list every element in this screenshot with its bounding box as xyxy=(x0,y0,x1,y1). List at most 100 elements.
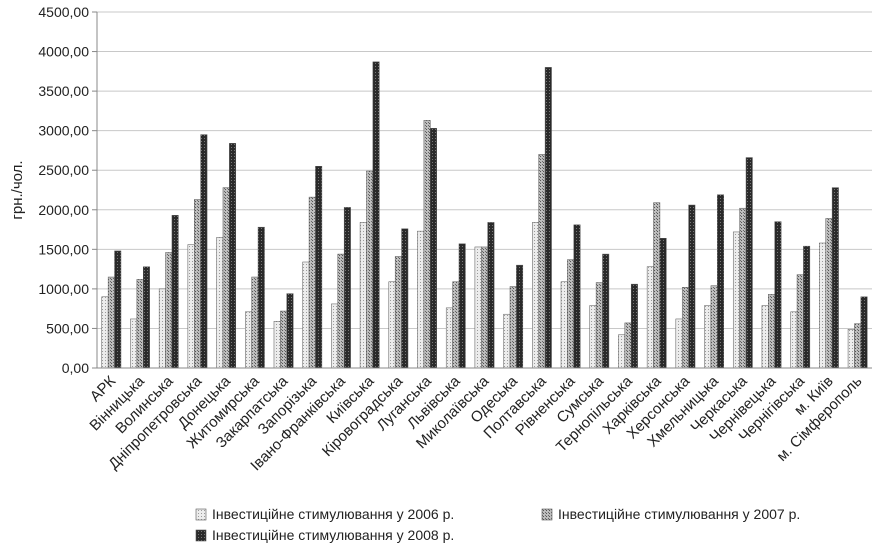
bar xyxy=(659,238,667,369)
bar xyxy=(675,318,683,369)
bar xyxy=(114,250,122,369)
bar xyxy=(503,313,511,369)
bar xyxy=(538,154,546,369)
bar xyxy=(544,67,552,369)
bar xyxy=(847,328,855,369)
bar xyxy=(337,253,345,369)
bar xyxy=(589,305,597,369)
bar xyxy=(194,199,201,369)
bar xyxy=(200,134,208,369)
bar xyxy=(602,253,610,369)
bar xyxy=(516,264,524,369)
y-tick-label: 0,00 xyxy=(62,360,89,376)
bar xyxy=(216,237,224,369)
bar xyxy=(745,157,753,369)
bar xyxy=(222,187,230,369)
bar xyxy=(302,261,310,369)
bar xyxy=(681,287,689,369)
bar xyxy=(532,222,539,369)
legend: Інвестиційне стимулювання у 2006 р. Інвес… xyxy=(195,506,800,543)
bar xyxy=(710,285,718,369)
legend-label: Інвестиційне стимулювання у 2006 р. xyxy=(212,506,454,522)
bar xyxy=(130,318,138,369)
bar xyxy=(372,61,380,369)
axes xyxy=(96,12,872,369)
y-tick-label: 2000,00 xyxy=(38,202,89,218)
bar xyxy=(388,281,396,369)
bar xyxy=(704,305,712,369)
y-tick-label: 500,00 xyxy=(46,320,89,336)
bar xyxy=(366,170,374,369)
bar xyxy=(251,276,259,369)
bar xyxy=(245,311,252,369)
bar xyxy=(158,288,166,369)
bar xyxy=(595,282,603,369)
bar xyxy=(452,281,460,369)
bar xyxy=(717,194,724,369)
bar xyxy=(567,259,575,369)
bar xyxy=(860,296,868,369)
bar xyxy=(831,187,839,369)
bar xyxy=(646,266,654,369)
bar xyxy=(739,207,747,369)
bar xyxy=(143,266,150,369)
bar xyxy=(107,276,115,369)
x-category-labels: АРКВінницькаВолинськаДніпропетровськаДон… xyxy=(86,372,865,474)
legend-label: Інвестиційне стимулювання у 2007 р. xyxy=(558,506,800,522)
bar xyxy=(474,246,482,369)
bar xyxy=(624,322,632,369)
bar xyxy=(481,246,488,369)
bar xyxy=(394,256,402,369)
y-axis-title: грн./чол. xyxy=(9,160,26,219)
bar xyxy=(315,166,323,369)
y-tick-labels: 0,00 500,00 1000,00 1500,00 2000,00 2500,00 30… xyxy=(38,4,89,376)
bar xyxy=(732,231,740,369)
legend-swatch xyxy=(195,529,207,542)
bar xyxy=(819,242,826,369)
y-tick-label: 1000,00 xyxy=(38,281,89,297)
bar xyxy=(618,334,626,369)
bar xyxy=(136,279,144,369)
legend-swatch xyxy=(195,508,207,521)
bar xyxy=(430,128,437,369)
bar xyxy=(401,228,409,369)
bar xyxy=(560,281,568,369)
bar xyxy=(445,307,453,369)
bar xyxy=(280,310,288,369)
bar xyxy=(273,321,281,369)
bar xyxy=(653,202,661,369)
bar xyxy=(171,215,179,369)
y-tick-label: 4000,00 xyxy=(38,44,89,60)
y-tick-label: 2500,00 xyxy=(38,162,89,178)
bar xyxy=(359,222,367,369)
bar xyxy=(458,243,466,369)
bar xyxy=(803,245,811,369)
bar xyxy=(630,283,638,369)
bars xyxy=(101,61,868,369)
bar xyxy=(761,305,769,369)
bar xyxy=(423,120,431,369)
legend-label: Інвестиційне стимулювання у 2008 р. xyxy=(212,527,454,543)
legend-swatch xyxy=(541,508,553,521)
bar xyxy=(774,221,782,369)
bar xyxy=(573,224,581,369)
bar xyxy=(101,296,109,369)
bar xyxy=(854,323,862,369)
bar xyxy=(343,207,351,369)
bar xyxy=(308,196,316,369)
y-tick-label: 3000,00 xyxy=(38,123,89,139)
bar xyxy=(790,311,798,369)
bar xyxy=(509,286,517,369)
bar xyxy=(165,252,173,369)
bar xyxy=(229,143,237,369)
bar xyxy=(286,293,294,369)
bar xyxy=(487,222,495,369)
y-tick-label: 1500,00 xyxy=(38,241,89,257)
bar xyxy=(796,274,804,369)
bar xyxy=(417,230,425,369)
bar xyxy=(187,244,195,369)
bar xyxy=(768,294,775,369)
bar xyxy=(825,218,833,369)
